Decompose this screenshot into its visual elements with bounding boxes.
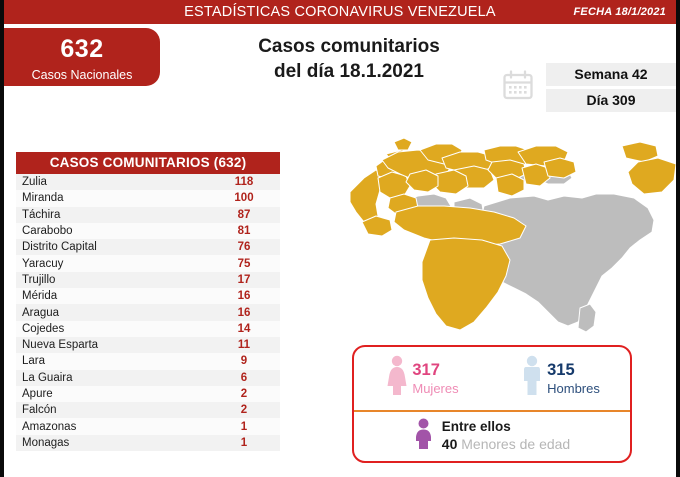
table-row-value: 9 [240, 355, 248, 368]
table-row-value: 17 [237, 273, 251, 286]
gender-breakdown-panel: 317 Mujeres 315 Hombres [352, 345, 632, 463]
map-region-active [487, 159, 527, 181]
table-row: Lara 9 [16, 353, 280, 370]
map-region-active [627, 157, 676, 195]
page-title: ESTADÍSTICAS CORONAVIRUS VENEZUELA [184, 4, 496, 20]
table-row-value: 1 [240, 436, 248, 449]
table-row-value: 87 [237, 208, 251, 221]
community-cases-table: CASOS COMUNITARIOS (632) Zulia 118 Miranda… [16, 152, 280, 452]
table-row-state: Cojedes [22, 322, 65, 335]
table-row-value: 75 [237, 257, 251, 270]
table-row: Amazonas 1 [16, 418, 280, 435]
table-row: Zulia 118 [16, 174, 280, 191]
table-row: Monagas 1 [16, 434, 280, 452]
table-row-state: Distrito Capital [22, 241, 97, 254]
table-row: Nueva Esparta 11 [16, 336, 280, 354]
map-region-active [495, 173, 525, 197]
table-row-state: Amazonas [22, 420, 77, 433]
map-region-active [393, 137, 413, 151]
minors-stat: Entre ellos 40 Menores de edad [354, 412, 630, 461]
header-date: FECHA 18/1/2021 [573, 6, 666, 18]
table-row-state: La Guaira [22, 371, 73, 384]
table-row-value: 11 [237, 339, 251, 352]
table-row-state: Táchira [22, 208, 61, 221]
female-stat: 317 Mujeres [354, 347, 492, 410]
table-header: CASOS COMUNITARIOS (632) [16, 152, 280, 174]
female-label: Mujeres [412, 380, 459, 396]
table-row-value: 2 [240, 404, 248, 417]
table-row: Carabobo 81 [16, 222, 280, 240]
map-region-active [405, 169, 439, 193]
table-row-state: Miranda [22, 192, 64, 205]
table-row-state: Lara [22, 355, 46, 368]
table-row-value: 81 [237, 225, 251, 238]
table-row-value: 1 [240, 420, 248, 433]
table-row: Trujillo 17 [16, 271, 280, 289]
map-region-active [393, 205, 527, 247]
table-row-value: 118 [234, 176, 254, 189]
day-value: Día 309 [546, 89, 676, 112]
minors-count: 40 [441, 436, 458, 453]
national-cases-count: 632 [60, 35, 104, 63]
table-row-value: 100 [234, 192, 254, 205]
header-bar: ESTADÍSTICAS CORONAVIRUS VENEZUELA FECHA… [4, 0, 676, 24]
map-region-inactive [577, 303, 597, 333]
main-heading-line1: Casos comunitarios [258, 36, 440, 57]
male-figure-icon [522, 355, 542, 402]
minors-line1: Entre ellos [441, 419, 511, 435]
table-row: Falcón 2 [16, 402, 280, 419]
table-row: Yaracuy 75 [16, 255, 280, 272]
table-row: Mérida 16 [16, 288, 280, 305]
male-label: Hombres [547, 380, 600, 396]
week-value: Semana 42 [546, 63, 676, 86]
map-region-active [621, 141, 659, 163]
table-row-state: Yaracuy [22, 257, 64, 270]
map-region-active [361, 215, 393, 237]
male-stat: 315 Hombres [492, 347, 630, 410]
table-row-value: 16 [237, 306, 251, 319]
map-region-active [543, 157, 577, 179]
child-figure-icon [414, 418, 433, 455]
male-count: 315 [547, 361, 575, 380]
table-row-state: Falcón [22, 404, 57, 417]
national-cases-label: Casos Nacionales [31, 68, 133, 82]
venezuela-map [334, 136, 676, 336]
table-row-state: Carabobo [22, 225, 73, 238]
table-body: Zulia 118 Miranda 100 Táchira 87 Carabobo 81 Dis… [16, 174, 280, 452]
period-panel: Semana 42 Día 309 [500, 63, 676, 113]
table-row-state: Nueva Esparta [22, 339, 99, 352]
main-heading-line2: del día 18.1.2021 [274, 61, 424, 83]
table-row-value: 14 [237, 322, 251, 335]
minors-line2: 40 Menores de edad [442, 436, 570, 454]
table-row-state: Zulia [22, 176, 47, 189]
map-region-active [349, 169, 385, 227]
map-region-active [521, 163, 551, 187]
table-row-value: 2 [240, 388, 248, 400]
table-row-state: Monagas [22, 436, 70, 449]
calendar-icon [501, 69, 535, 103]
gender-row: 317 Mujeres 315 Hombres [354, 347, 630, 412]
female-count: 317 [412, 361, 440, 380]
table-row-state: Trujillo [22, 273, 56, 286]
main-heading: Casos comunitarios del día 18.1.2021 [204, 34, 494, 84]
map-region-active [377, 171, 411, 199]
female-figure-icon [387, 355, 407, 402]
table-row-state: Aragua [22, 306, 60, 319]
map-region-active [421, 237, 511, 331]
minors-label: Menores de edad [461, 436, 571, 453]
table-row: Apure 2 [16, 385, 280, 403]
table-row: Cojedes 14 [16, 320, 280, 337]
table-row: Miranda 100 [16, 190, 280, 207]
table-row-state: Mérida [22, 290, 58, 303]
national-cases-badge: 632 Casos Nacionales [4, 28, 160, 86]
table-row: Táchira 87 [16, 206, 280, 223]
table-row-state: Apure [22, 388, 53, 400]
table-row: Distrito Capital 76 [16, 239, 280, 256]
table-row-value: 6 [240, 371, 248, 384]
table-row: Aragua 16 [16, 304, 280, 321]
table-row: La Guaira 6 [16, 369, 280, 386]
table-row-value: 76 [237, 241, 251, 254]
table-row-value: 16 [237, 290, 251, 303]
